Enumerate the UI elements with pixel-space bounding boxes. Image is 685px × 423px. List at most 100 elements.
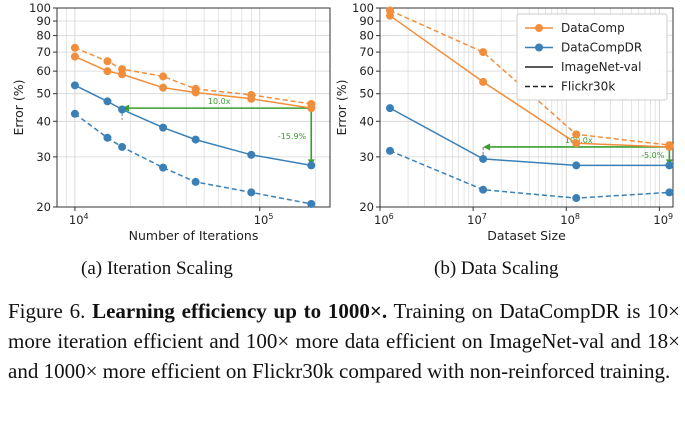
data-point: [103, 133, 112, 142]
data-point: [572, 139, 581, 148]
x-tick-exponent: 7: [482, 212, 487, 221]
x-tick-exponent: 4: [84, 212, 89, 221]
subcaption-a: (a) Iteration Scaling: [81, 258, 233, 279]
x-tick-label: 109: [653, 212, 673, 227]
legend-marker: [535, 43, 543, 52]
subcaption-b: (b) Data Scaling: [434, 258, 559, 279]
x-tick-base: 10: [254, 213, 269, 227]
annotation-arrow-head: [483, 143, 491, 151]
x-tick-exponent: 5: [268, 212, 273, 221]
y-tick-label: 70: [359, 45, 374, 59]
y-tick-label: 90: [359, 14, 374, 28]
y-tick-label: 80: [359, 29, 374, 43]
x-tick-exponent: 8: [575, 212, 580, 221]
x-tick-base: 10: [653, 213, 668, 227]
data-point: [159, 83, 168, 92]
x-tick-base: 10: [374, 213, 389, 227]
data-point: [385, 146, 394, 155]
x-tick-base: 10: [560, 213, 575, 227]
y-tick-label: 30: [36, 150, 51, 164]
legend-label: DataCompDR: [561, 41, 642, 55]
y-tick-label: 70: [36, 45, 51, 59]
data-point: [247, 188, 256, 197]
x-tick-exponent: 6: [389, 212, 394, 221]
y-tick-label: 100: [352, 1, 374, 15]
legend-marker: [535, 24, 543, 32]
caption-bold: Learning efficiency up to 1000×.: [92, 299, 388, 323]
data-point: [665, 188, 674, 197]
y-tick-label: 90: [36, 14, 51, 28]
x-tick-base: 10: [69, 213, 84, 227]
data-point: [70, 52, 79, 61]
x-tick-label: 104: [69, 212, 89, 227]
y-tick-label: 20: [36, 200, 51, 214]
caption-body: Training on DataComp­DR is 10× more iter…: [8, 299, 681, 383]
data-point: [191, 84, 200, 93]
data-point: [479, 185, 488, 194]
data-point: [247, 90, 256, 99]
annotation-label: 10.0x: [208, 97, 231, 106]
x-tick-base: 10: [467, 213, 482, 227]
data-point: [70, 109, 79, 118]
data-point: [70, 43, 79, 52]
y-axis-label: Error (%): [11, 79, 26, 135]
data-point: [191, 177, 200, 186]
x-axis-label: Number of Iterations: [129, 228, 259, 243]
y-tick-label: 20: [359, 200, 374, 214]
y-tick-label: 80: [36, 29, 51, 43]
data-point: [191, 135, 200, 144]
data-point: [665, 141, 674, 150]
series-line: [74, 47, 312, 105]
x-axis-label: Dataset Size: [487, 228, 566, 243]
y-tick-label: 60: [359, 64, 374, 78]
x-tick-label: 106: [374, 212, 394, 227]
data-point: [118, 105, 127, 114]
x-tick-label: 107: [467, 212, 487, 227]
data-point: [479, 48, 488, 57]
data-point: [307, 199, 316, 208]
data-point: [103, 67, 112, 76]
series-line: [74, 84, 312, 167]
y-tick-label: 50: [359, 87, 374, 101]
data-point: [572, 194, 581, 203]
data-point: [247, 150, 256, 159]
series-line: [389, 15, 670, 148]
data-point: [159, 123, 168, 132]
y-tick-label: 40: [359, 114, 374, 128]
data-point: [385, 6, 394, 15]
y-tick-label: 100: [29, 1, 51, 15]
data-point: [159, 163, 168, 172]
plot-frame: [379, 7, 674, 208]
figure-caption: Figure 6. Learning efficiency up to 1000…: [8, 296, 680, 386]
y-tick-label: 40: [36, 114, 51, 128]
y-tick-label: 30: [359, 150, 374, 164]
data-point: [572, 130, 581, 139]
data-point: [479, 77, 488, 86]
y-axis-label: Error (%): [334, 79, 349, 135]
x-tick-exponent: 9: [668, 212, 673, 221]
series-line: [389, 107, 670, 167]
x-tick-label: 108: [560, 212, 580, 227]
legend-box: [516, 13, 668, 101]
data-point: [103, 97, 112, 106]
x-tick-label: 105: [254, 212, 274, 227]
annotation-label: -5.0%: [641, 151, 665, 160]
legend: DataComp DataCompDR ImageNet-val Flickr30k: [516, 13, 668, 101]
data-point: [159, 72, 168, 81]
legend-label: DataComp: [561, 21, 625, 35]
data-point: [307, 161, 316, 170]
data-point: [385, 104, 394, 113]
data-point: [70, 81, 79, 90]
caption-prefix: Figure 6.: [8, 299, 93, 323]
y-tick-label: 50: [36, 87, 51, 101]
data-point: [118, 142, 127, 151]
data-point: [118, 65, 127, 74]
data-point: [103, 57, 112, 66]
data-point: [665, 161, 674, 170]
y-tick-label: 60: [36, 64, 51, 78]
legend-label: ImageNet-val: [561, 60, 641, 74]
annotation-label: -15.9%: [278, 132, 307, 141]
